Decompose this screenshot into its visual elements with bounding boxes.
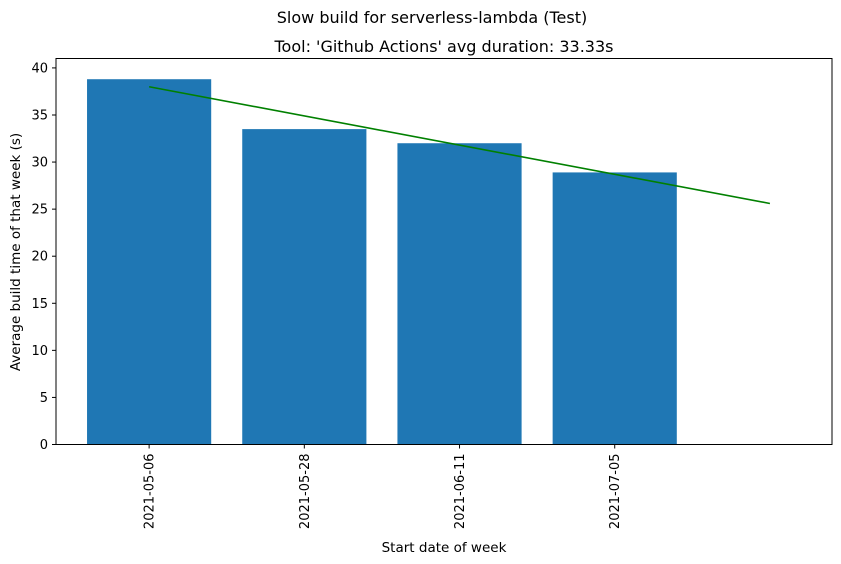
y-tick-label: 0: [40, 438, 48, 453]
bars-group: [87, 79, 677, 445]
x-tick-label: 2021-05-06: [143, 454, 158, 530]
chart-title: Tool: 'Github Actions' avg duration: 33.…: [274, 37, 614, 56]
trend-line: [148, 85, 771, 205]
y-tick-label: 20: [31, 250, 48, 265]
y-tick-label: 15: [31, 297, 48, 312]
y-tick-label: 25: [31, 203, 48, 218]
bar-2021-05-06: [87, 79, 212, 445]
y-tick-label: 5: [40, 391, 48, 406]
y-tick-label: 10: [31, 344, 48, 359]
y-tick-label: 40: [31, 61, 48, 76]
x-tick-label: 2021-05-28: [298, 454, 313, 530]
x-tick-label: 2021-07-05: [608, 454, 623, 530]
y-tick-label: 35: [31, 108, 48, 123]
x-axis-label: Start date of week: [382, 540, 507, 556]
chart-suptitle: Slow build for serverless-lambda (Test): [277, 8, 588, 27]
y-tick-label: 30: [31, 156, 48, 171]
y-axis-label: Average build time of that week (s): [8, 133, 24, 371]
x-tick-label: 2021-06-11: [453, 454, 468, 530]
x-axis: 2021-05-06 2021-05-28 2021-06-11 2021-07-05: [143, 444, 623, 530]
y-axis: 0 5 10 15 20 25 30 35 40: [31, 61, 56, 453]
bar-2021-05-28: [242, 129, 367, 445]
trend-line-group: [148, 85, 771, 205]
bar-2021-06-11: [397, 143, 522, 445]
bar-2021-07-05: [552, 172, 677, 445]
plot-frame: [55, 58, 833, 445]
